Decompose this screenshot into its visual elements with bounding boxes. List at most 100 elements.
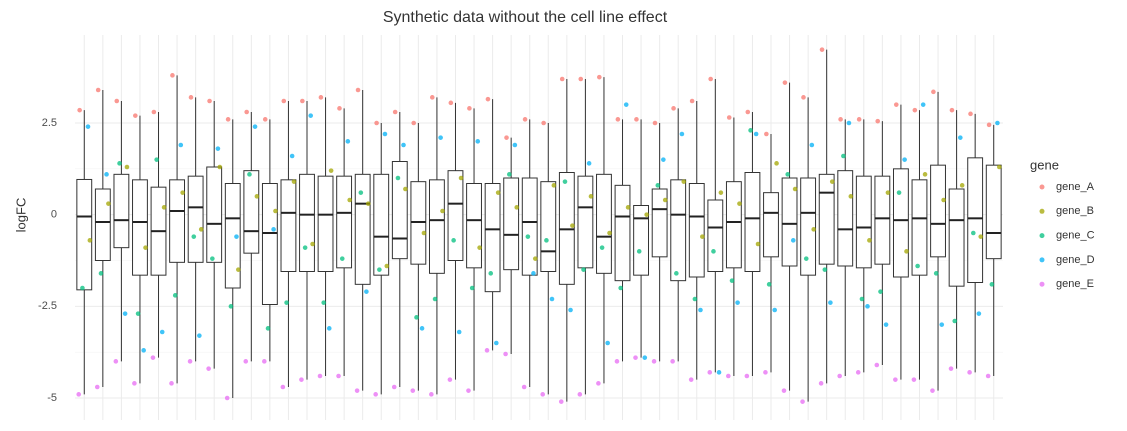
point bbox=[614, 359, 620, 364]
point bbox=[661, 157, 666, 162]
point bbox=[395, 175, 401, 181]
point bbox=[432, 296, 438, 302]
legend-label: gene_E bbox=[1056, 278, 1094, 290]
point bbox=[707, 370, 713, 375]
point bbox=[531, 271, 536, 276]
point bbox=[225, 117, 231, 122]
point bbox=[623, 102, 629, 107]
point bbox=[822, 267, 828, 272]
point bbox=[458, 175, 464, 181]
point bbox=[819, 47, 825, 52]
point bbox=[976, 311, 982, 316]
y-tick-label: 0 bbox=[51, 209, 57, 221]
point bbox=[475, 139, 481, 144]
point bbox=[135, 311, 141, 316]
point bbox=[764, 131, 769, 137]
y-axis-label: logFC bbox=[13, 198, 28, 233]
point bbox=[679, 131, 685, 137]
point bbox=[403, 186, 408, 192]
point bbox=[187, 359, 193, 364]
point bbox=[726, 115, 732, 120]
point bbox=[651, 359, 657, 364]
point bbox=[745, 109, 751, 115]
box bbox=[744, 172, 761, 272]
point bbox=[729, 278, 735, 283]
point bbox=[959, 183, 965, 188]
point bbox=[252, 124, 258, 129]
point bbox=[448, 100, 454, 106]
point bbox=[801, 95, 806, 100]
point bbox=[689, 98, 695, 104]
point bbox=[419, 326, 425, 331]
chart-title: Synthetic data without the cell line eff… bbox=[383, 9, 668, 26]
point bbox=[456, 329, 462, 335]
legend-swatch bbox=[1039, 184, 1045, 190]
point bbox=[382, 131, 388, 137]
point bbox=[875, 118, 881, 124]
point bbox=[243, 359, 249, 364]
point bbox=[132, 381, 137, 386]
point bbox=[143, 245, 148, 250]
point bbox=[809, 142, 815, 148]
point bbox=[670, 359, 675, 364]
point bbox=[337, 106, 342, 111]
point bbox=[633, 355, 638, 360]
point bbox=[985, 373, 991, 379]
point bbox=[310, 241, 315, 247]
box bbox=[224, 183, 241, 289]
point bbox=[180, 190, 185, 195]
point bbox=[104, 172, 109, 177]
legend-swatch bbox=[1039, 281, 1045, 287]
point bbox=[893, 102, 899, 107]
point bbox=[154, 157, 159, 162]
point bbox=[655, 183, 661, 188]
point bbox=[803, 256, 809, 261]
point bbox=[570, 223, 575, 228]
point bbox=[364, 289, 369, 294]
box bbox=[206, 166, 223, 263]
box bbox=[948, 188, 965, 287]
point bbox=[114, 98, 120, 104]
point bbox=[87, 238, 93, 243]
point bbox=[299, 377, 304, 382]
point bbox=[885, 190, 891, 195]
point bbox=[271, 227, 276, 232]
point bbox=[467, 106, 472, 111]
point bbox=[95, 87, 101, 93]
point bbox=[644, 212, 649, 217]
point bbox=[326, 326, 332, 331]
box bbox=[132, 179, 148, 276]
point bbox=[753, 131, 759, 137]
y-tick-label: -5 bbox=[47, 392, 57, 404]
point bbox=[451, 238, 456, 243]
point bbox=[151, 109, 157, 115]
point bbox=[671, 106, 676, 111]
point bbox=[355, 87, 361, 93]
point bbox=[930, 388, 935, 393]
point bbox=[615, 117, 621, 122]
box bbox=[800, 177, 817, 276]
point bbox=[358, 190, 364, 195]
point bbox=[317, 373, 323, 379]
box bbox=[781, 177, 798, 267]
box bbox=[354, 173, 371, 285]
point bbox=[774, 161, 779, 166]
box bbox=[94, 188, 111, 261]
box bbox=[540, 181, 557, 273]
point bbox=[941, 197, 946, 203]
box bbox=[633, 205, 650, 276]
point bbox=[117, 161, 122, 166]
point bbox=[215, 146, 221, 151]
point bbox=[401, 142, 406, 148]
point bbox=[284, 300, 289, 305]
point bbox=[85, 124, 91, 129]
point bbox=[521, 384, 527, 390]
point bbox=[902, 157, 907, 162]
point bbox=[507, 172, 512, 177]
point bbox=[429, 392, 434, 397]
point bbox=[328, 168, 334, 173]
box bbox=[317, 175, 334, 273]
point bbox=[551, 183, 557, 188]
point bbox=[289, 153, 295, 159]
box bbox=[670, 179, 687, 282]
